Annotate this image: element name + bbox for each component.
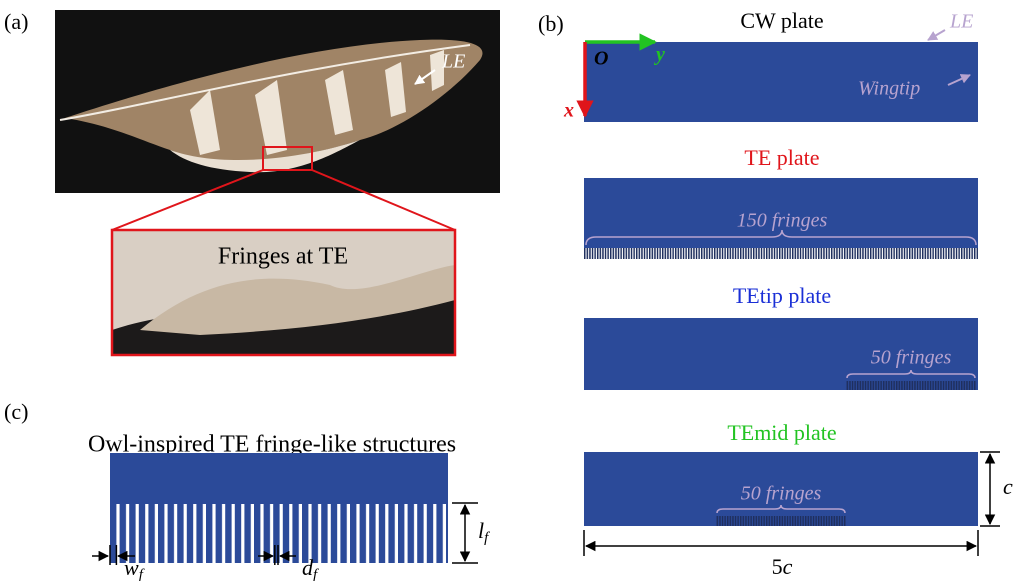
chord-label: c [1003,474,1013,499]
fringes [716,516,846,526]
length-label: lf [478,518,490,546]
x-label: x [563,100,574,122]
subscript: f [484,530,490,546]
figure: (a) LE Fringes at TE (c) Owl-inspired TE… [0,0,1018,581]
feather-photo [55,10,500,193]
symbol: w [124,555,139,580]
wingtip-label: Wingtip [858,78,920,100]
y-label: y [654,44,665,66]
plate-title: CW plate [740,8,823,33]
fringe-label: 50 fringes [741,483,822,505]
fringe-label: 150 fringes [737,210,828,232]
subscript: f [139,567,145,581]
plate-title: TEtip plate [733,283,831,308]
panel-label: (c) [4,399,28,424]
factor: 5 [772,554,783,579]
le-label: LE [441,51,465,73]
le-arrow [928,30,945,40]
symbol: c [783,554,793,579]
plate-title: TEmid plate [727,420,836,445]
panel-label: (a) [4,9,28,34]
fringes [846,381,976,390]
panel-label: (b) [538,11,564,36]
inset-caption: Fringes at TE [218,244,348,270]
subscript: f [313,567,319,581]
fringe-label: 50 fringes [871,347,952,369]
plate-title: TE plate [744,145,819,170]
origin-label: O [594,48,608,70]
fringe-plate [92,453,478,565]
le-label: LE [949,11,973,33]
span-label: 5c [772,554,793,579]
fringes [584,248,978,259]
